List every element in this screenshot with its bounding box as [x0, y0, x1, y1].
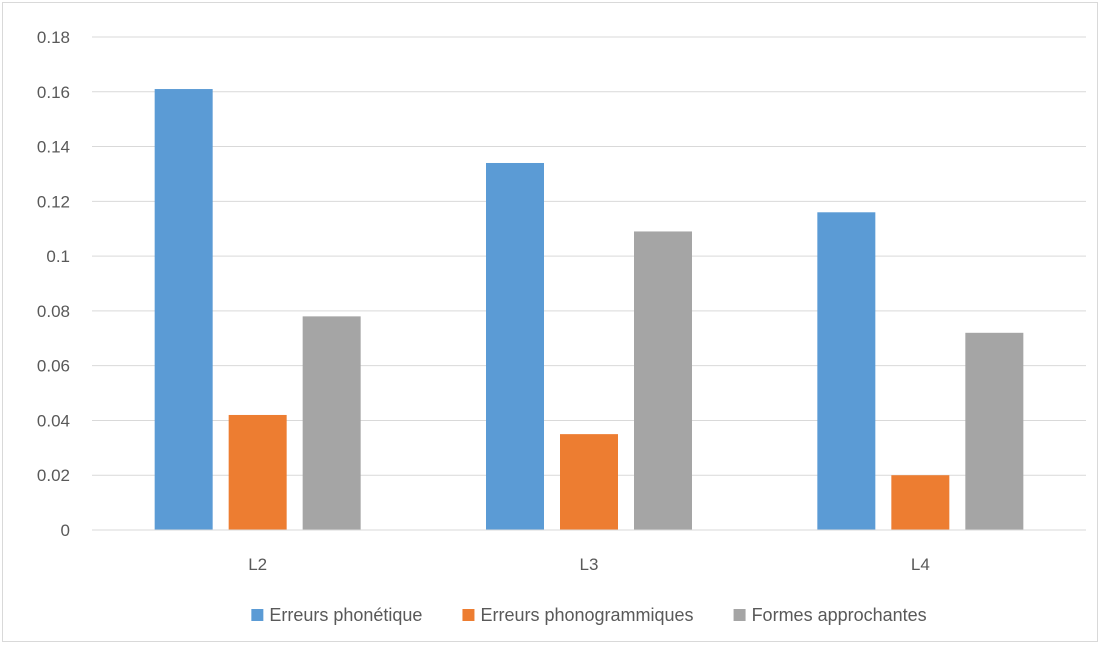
- y-tick-label: 0.16: [37, 83, 70, 102]
- y-tick-label: 0.12: [37, 192, 70, 211]
- legend-label: Formes approchantes: [752, 605, 927, 625]
- bar-l4-series-3: [965, 332, 1024, 530]
- legend-swatch: [251, 609, 264, 621]
- x-tick-label: L2: [248, 555, 267, 574]
- y-tick-label: 0.04: [37, 411, 70, 430]
- bar-l3-series-3: [634, 231, 692, 530]
- y-axis-tick-labels: 0 0.02 0.04 0.06 0.08 0.1 0.12 0.14 0.16 0.18: [37, 28, 70, 540]
- y-tick-label: 0: [61, 521, 70, 540]
- y-tick-label: 0.1: [46, 247, 70, 266]
- bar-l3-series-2: [560, 434, 618, 530]
- legend-label: Erreurs phonogrammiques: [480, 605, 693, 625]
- x-axis-tick-labels: L2 L3 L4: [248, 555, 930, 574]
- y-tick-label: 0.08: [37, 302, 70, 321]
- x-tick-label: L3: [580, 555, 599, 574]
- gridlines: [92, 36, 1086, 476]
- y-tick-label: 0.18: [37, 28, 70, 47]
- x-tick-label: L4: [911, 555, 930, 574]
- bars: [154, 89, 1024, 531]
- legend-swatch: [462, 609, 475, 621]
- legend: Erreurs phonétique Erreurs phonogrammique…: [251, 605, 927, 625]
- legend-label: Erreurs phonétique: [269, 605, 422, 625]
- y-tick-label: 0.14: [37, 138, 70, 157]
- bar-l2-series-2: [228, 414, 287, 530]
- bar-l3-series-1: [486, 162, 544, 530]
- y-tick-label: 0.02: [37, 466, 70, 485]
- bar-l2-series-3: [302, 316, 361, 530]
- bar-l4-series-2: [891, 475, 950, 530]
- y-tick-label: 0.06: [37, 357, 70, 376]
- bar-l2-series-1: [154, 89, 213, 531]
- legend-swatch: [733, 609, 746, 621]
- bar-l4-series-1: [817, 212, 876, 531]
